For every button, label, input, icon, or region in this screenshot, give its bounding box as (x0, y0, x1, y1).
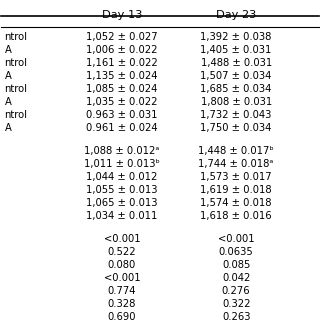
Text: 0.690: 0.690 (108, 312, 136, 320)
Text: 1,011 ± 0.013ᵇ: 1,011 ± 0.013ᵇ (84, 159, 160, 169)
Text: 0.322: 0.322 (222, 299, 250, 309)
Text: 1,085 ± 0.024: 1,085 ± 0.024 (86, 84, 158, 94)
Text: ntrol: ntrol (4, 84, 28, 94)
Text: 1,088 ± 0.012ᵃ: 1,088 ± 0.012ᵃ (84, 146, 160, 156)
Text: 1,573 ± 0.017: 1,573 ± 0.017 (200, 172, 272, 182)
Text: 1,750 ± 0.034: 1,750 ± 0.034 (200, 123, 272, 133)
Text: 1,035 ± 0.022: 1,035 ± 0.022 (86, 97, 158, 107)
Text: <0.001: <0.001 (218, 234, 254, 244)
Text: 1,448 ± 0.017ᵇ: 1,448 ± 0.017ᵇ (198, 146, 274, 156)
Text: <0.001: <0.001 (104, 273, 140, 283)
Text: Day 23: Day 23 (216, 10, 256, 20)
Text: 0.522: 0.522 (108, 247, 136, 257)
Text: 1,488 ± 0.031: 1,488 ± 0.031 (201, 58, 272, 68)
Text: 1,744 ± 0.018ᵃ: 1,744 ± 0.018ᵃ (198, 159, 274, 169)
Text: 0.042: 0.042 (222, 273, 250, 283)
Text: 1,619 ± 0.018: 1,619 ± 0.018 (200, 185, 272, 195)
Text: 0.774: 0.774 (108, 286, 136, 296)
Text: 1,161 ± 0.022: 1,161 ± 0.022 (86, 58, 158, 68)
Text: A: A (4, 45, 12, 55)
Text: 0.963 ± 0.031: 0.963 ± 0.031 (86, 110, 158, 120)
Text: <0.001: <0.001 (104, 234, 140, 244)
Text: 1,574 ± 0.018: 1,574 ± 0.018 (200, 198, 272, 208)
Text: 1,618 ± 0.016: 1,618 ± 0.016 (200, 211, 272, 221)
Text: 0.263: 0.263 (222, 312, 250, 320)
Text: 1,052 ± 0.027: 1,052 ± 0.027 (86, 32, 158, 42)
Text: ntrol: ntrol (4, 110, 28, 120)
Text: 0.080: 0.080 (108, 260, 136, 270)
Text: Day 13: Day 13 (102, 10, 142, 20)
Text: 1,044 ± 0.012: 1,044 ± 0.012 (86, 172, 158, 182)
Text: 0.0635: 0.0635 (219, 247, 253, 257)
Text: A: A (4, 71, 12, 81)
Text: 1,135 ± 0.024: 1,135 ± 0.024 (86, 71, 158, 81)
Text: 1,405 ± 0.031: 1,405 ± 0.031 (200, 45, 272, 55)
Text: A: A (4, 97, 12, 107)
Text: 1,055 ± 0.013: 1,055 ± 0.013 (86, 185, 158, 195)
Text: ntrol: ntrol (4, 32, 28, 42)
Text: A: A (4, 123, 12, 133)
Text: 0.328: 0.328 (108, 299, 136, 309)
Text: 1,808 ± 0.031: 1,808 ± 0.031 (201, 97, 272, 107)
Text: 1,006 ± 0.022: 1,006 ± 0.022 (86, 45, 158, 55)
Text: 1,065 ± 0.013: 1,065 ± 0.013 (86, 198, 158, 208)
Text: ntrol: ntrol (4, 58, 28, 68)
Text: 0.276: 0.276 (222, 286, 251, 296)
Text: 1,034 ± 0.011: 1,034 ± 0.011 (86, 211, 158, 221)
Text: 1,732 ± 0.043: 1,732 ± 0.043 (200, 110, 272, 120)
Text: 0.961 ± 0.024: 0.961 ± 0.024 (86, 123, 158, 133)
Text: 0.085: 0.085 (222, 260, 250, 270)
Text: 1,685 ± 0.034: 1,685 ± 0.034 (200, 84, 272, 94)
Text: 1,507 ± 0.034: 1,507 ± 0.034 (200, 71, 272, 81)
Text: 1,392 ± 0.038: 1,392 ± 0.038 (200, 32, 272, 42)
